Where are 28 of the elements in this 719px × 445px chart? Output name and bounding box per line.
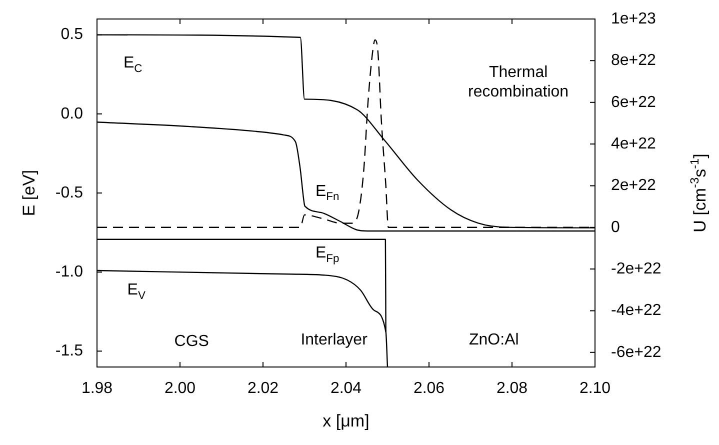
annotation: ZnO:Al (469, 332, 519, 349)
y2-tick-label: 4e+22 (611, 135, 656, 152)
x-tick-label: 2.08 (496, 380, 528, 398)
x-tick-label: 2.10 (579, 380, 611, 398)
y2-tick-label: 8e+22 (611, 52, 656, 70)
y-tick-label: -1.0 (55, 263, 84, 280)
annotation: CGS (174, 333, 209, 350)
x-tick-label: 2.02 (247, 380, 279, 398)
x-tick-label: 2.06 (413, 380, 445, 398)
y2-tick-label: 1e+23 (611, 10, 656, 28)
annotation: Thermal recombination (468, 64, 569, 100)
y2-tick-label: -2e+22 (611, 260, 662, 278)
x-axis-title: x [μm] (322, 412, 370, 431)
y2-tick-label: 6e+22 (611, 94, 656, 111)
y-tick-label: -0.5 (55, 184, 84, 202)
y2-axis-title: U [cm-3s-1] (687, 154, 710, 232)
y-axis-title: E [eV] (20, 170, 39, 216)
y2-tick-label: -6e+22 (611, 344, 662, 361)
annotation: Interlayer (300, 332, 368, 349)
y2-tick-label: 0 (611, 218, 620, 236)
y2-tick-label: -4e+22 (611, 302, 662, 320)
y-tick-label: -1.5 (55, 342, 84, 360)
y-tick-label: 0.0 (60, 105, 84, 122)
x-tick-label: 1.98 (81, 380, 113, 398)
y-tick-label: 0.5 (60, 26, 84, 44)
y2-tick-label: 2e+22 (611, 177, 656, 194)
x-tick-label: 2.00 (164, 380, 196, 398)
x-tick-label: 2.04 (330, 380, 362, 398)
